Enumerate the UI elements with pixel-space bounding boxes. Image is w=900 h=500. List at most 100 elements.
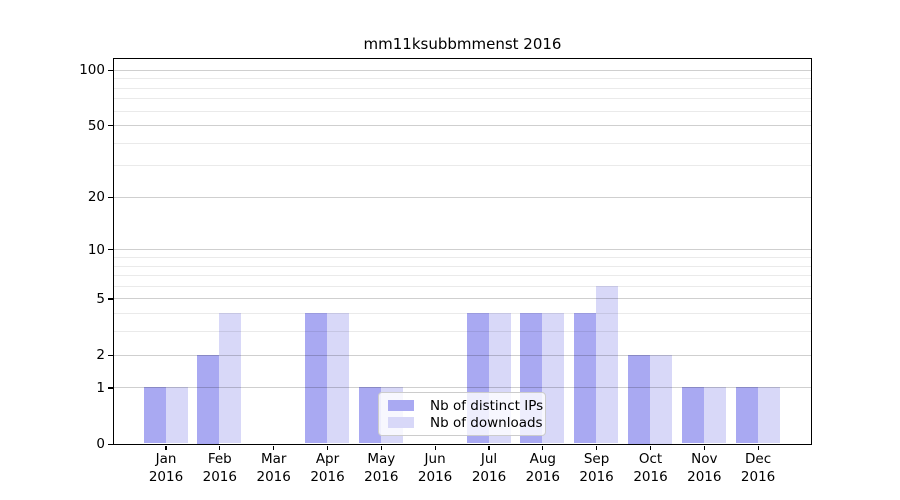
- y-axis-tick: [107, 125, 113, 127]
- x-tick-label-year: 2016: [202, 468, 237, 485]
- x-tick-label-month: Apr: [315, 451, 340, 467]
- bar-downloads: [757, 387, 780, 444]
- x-tick-label: Jul 2016: [457, 451, 521, 486]
- legend: Nb of distinct IPs Nb of downloads: [378, 392, 546, 436]
- major-gridline: [113, 125, 811, 126]
- bar-distinct-ips: [681, 387, 704, 444]
- x-tick-label-month: Jun: [424, 451, 446, 467]
- minor-gridline: [113, 110, 811, 112]
- x-axis-tick: [757, 445, 759, 450]
- y-tick-label: 50: [87, 117, 105, 134]
- bar-downloads: [650, 354, 672, 444]
- x-tick-label-year: 2016: [364, 468, 399, 485]
- x-axis-tick: [326, 445, 329, 450]
- x-tick-label: Jun 2016: [403, 451, 467, 486]
- x-axis-tick: [165, 445, 167, 450]
- x-tick-label-month: Mar: [260, 451, 287, 467]
- bar-distinct-ips: [574, 313, 597, 444]
- minor-gridline: [113, 257, 811, 258]
- minor-gridline: [113, 87, 811, 89]
- bar-distinct-ips: [305, 313, 327, 444]
- major-gridline: [113, 298, 811, 300]
- y-tick-label: 10: [87, 241, 105, 258]
- x-axis-tick: [596, 445, 598, 450]
- x-tick-label-year: 2016: [525, 468, 560, 485]
- legend-swatch-distinct-ips: [388, 400, 414, 411]
- bar-distinct-ips: [197, 354, 220, 444]
- minor-gridline: [113, 98, 811, 100]
- y-tick-label: 1: [96, 379, 105, 396]
- minor-gridline: [113, 275, 811, 277]
- x-tick-label-year: 2016: [687, 468, 722, 485]
- minor-gridline: [113, 165, 811, 167]
- x-tick-label-month: Feb: [207, 451, 232, 467]
- bar-downloads: [596, 285, 619, 444]
- minor-gridline: [113, 78, 811, 80]
- minor-gridline: [113, 331, 811, 333]
- y-axis-tick: [107, 354, 113, 356]
- bar-distinct-ips: [628, 354, 650, 444]
- chart-title: mm11ksubbmmenst 2016: [363, 35, 562, 53]
- x-tick-label-year: 2016: [310, 468, 345, 485]
- x-tick-label-year: 2016: [579, 468, 614, 485]
- x-tick-label: Dec 2016: [726, 451, 790, 486]
- y-axis-tick: [107, 196, 113, 199]
- x-tick-label: Mar 2016: [242, 451, 306, 486]
- bar-downloads: [542, 313, 565, 444]
- y-axis-tick: [107, 443, 113, 445]
- major-gridline: [113, 69, 811, 71]
- legend-item-distinct-ips: Nb of distinct IPs: [388, 398, 543, 414]
- y-tick-label: 100: [79, 62, 105, 79]
- legend-item-downloads: Nb of downloads: [388, 415, 543, 431]
- bar-distinct-ips: [358, 387, 381, 444]
- legend-label-downloads: Nb of downloads: [430, 414, 543, 431]
- y-axis-tick: [107, 387, 113, 389]
- x-axis-tick: [380, 445, 382, 450]
- x-tick-label-month: Jul: [480, 451, 498, 467]
- x-tick-label: Apr 2016: [296, 451, 360, 486]
- x-axis-tick: [219, 445, 221, 450]
- bar-distinct-ips: [735, 387, 758, 444]
- x-tick-label: Feb 2016: [188, 451, 252, 486]
- minor-gridline: [113, 313, 811, 315]
- x-tick-label-year: 2016: [740, 468, 776, 485]
- x-tick-label-month: Nov: [691, 451, 718, 467]
- y-axis-tick: [107, 249, 113, 251]
- x-tick-label-month: Dec: [745, 451, 772, 467]
- x-tick-label-year: 2016: [148, 468, 184, 485]
- x-axis-tick: [488, 445, 490, 450]
- x-tick-label-month: May: [367, 451, 396, 467]
- major-gridline: [113, 354, 811, 356]
- x-axis-tick: [434, 445, 436, 450]
- x-tick-label: Jan 2016: [134, 451, 198, 486]
- x-axis-tick: [542, 445, 544, 450]
- x-tick-label-month: Sep: [583, 451, 610, 467]
- y-axis-tick: [107, 69, 113, 71]
- minor-gridline: [113, 142, 811, 144]
- x-tick-label-month: Jan: [155, 451, 177, 467]
- bar-downloads: [703, 387, 726, 444]
- x-tick-label: Sep 2016: [565, 451, 629, 486]
- x-tick-label: Nov 2016: [672, 451, 736, 486]
- bar-downloads: [327, 313, 349, 444]
- bar-downloads: [219, 313, 242, 444]
- x-tick-label-year: 2016: [417, 468, 453, 485]
- x-axis-tick: [273, 445, 275, 450]
- x-tick-label-year: 2016: [471, 468, 507, 485]
- plot-area: [112, 57, 812, 445]
- major-gridline: [113, 387, 811, 389]
- x-tick-label-month: Aug: [529, 451, 556, 467]
- x-axis-tick: [703, 445, 705, 450]
- minor-gridline: [113, 285, 811, 287]
- bar-distinct-ips: [143, 387, 166, 444]
- y-tick-label: 0: [96, 436, 105, 452]
- x-tick-label-year: 2016: [633, 468, 668, 485]
- y-axis-tick: [107, 298, 113, 300]
- y-tick-label: 5: [96, 290, 105, 307]
- y-tick-label: 20: [87, 189, 105, 206]
- legend-swatch-downloads: [388, 417, 414, 428]
- x-tick-label: Oct 2016: [619, 451, 683, 486]
- x-tick-label-year: 2016: [256, 468, 291, 485]
- x-axis-tick: [649, 445, 652, 450]
